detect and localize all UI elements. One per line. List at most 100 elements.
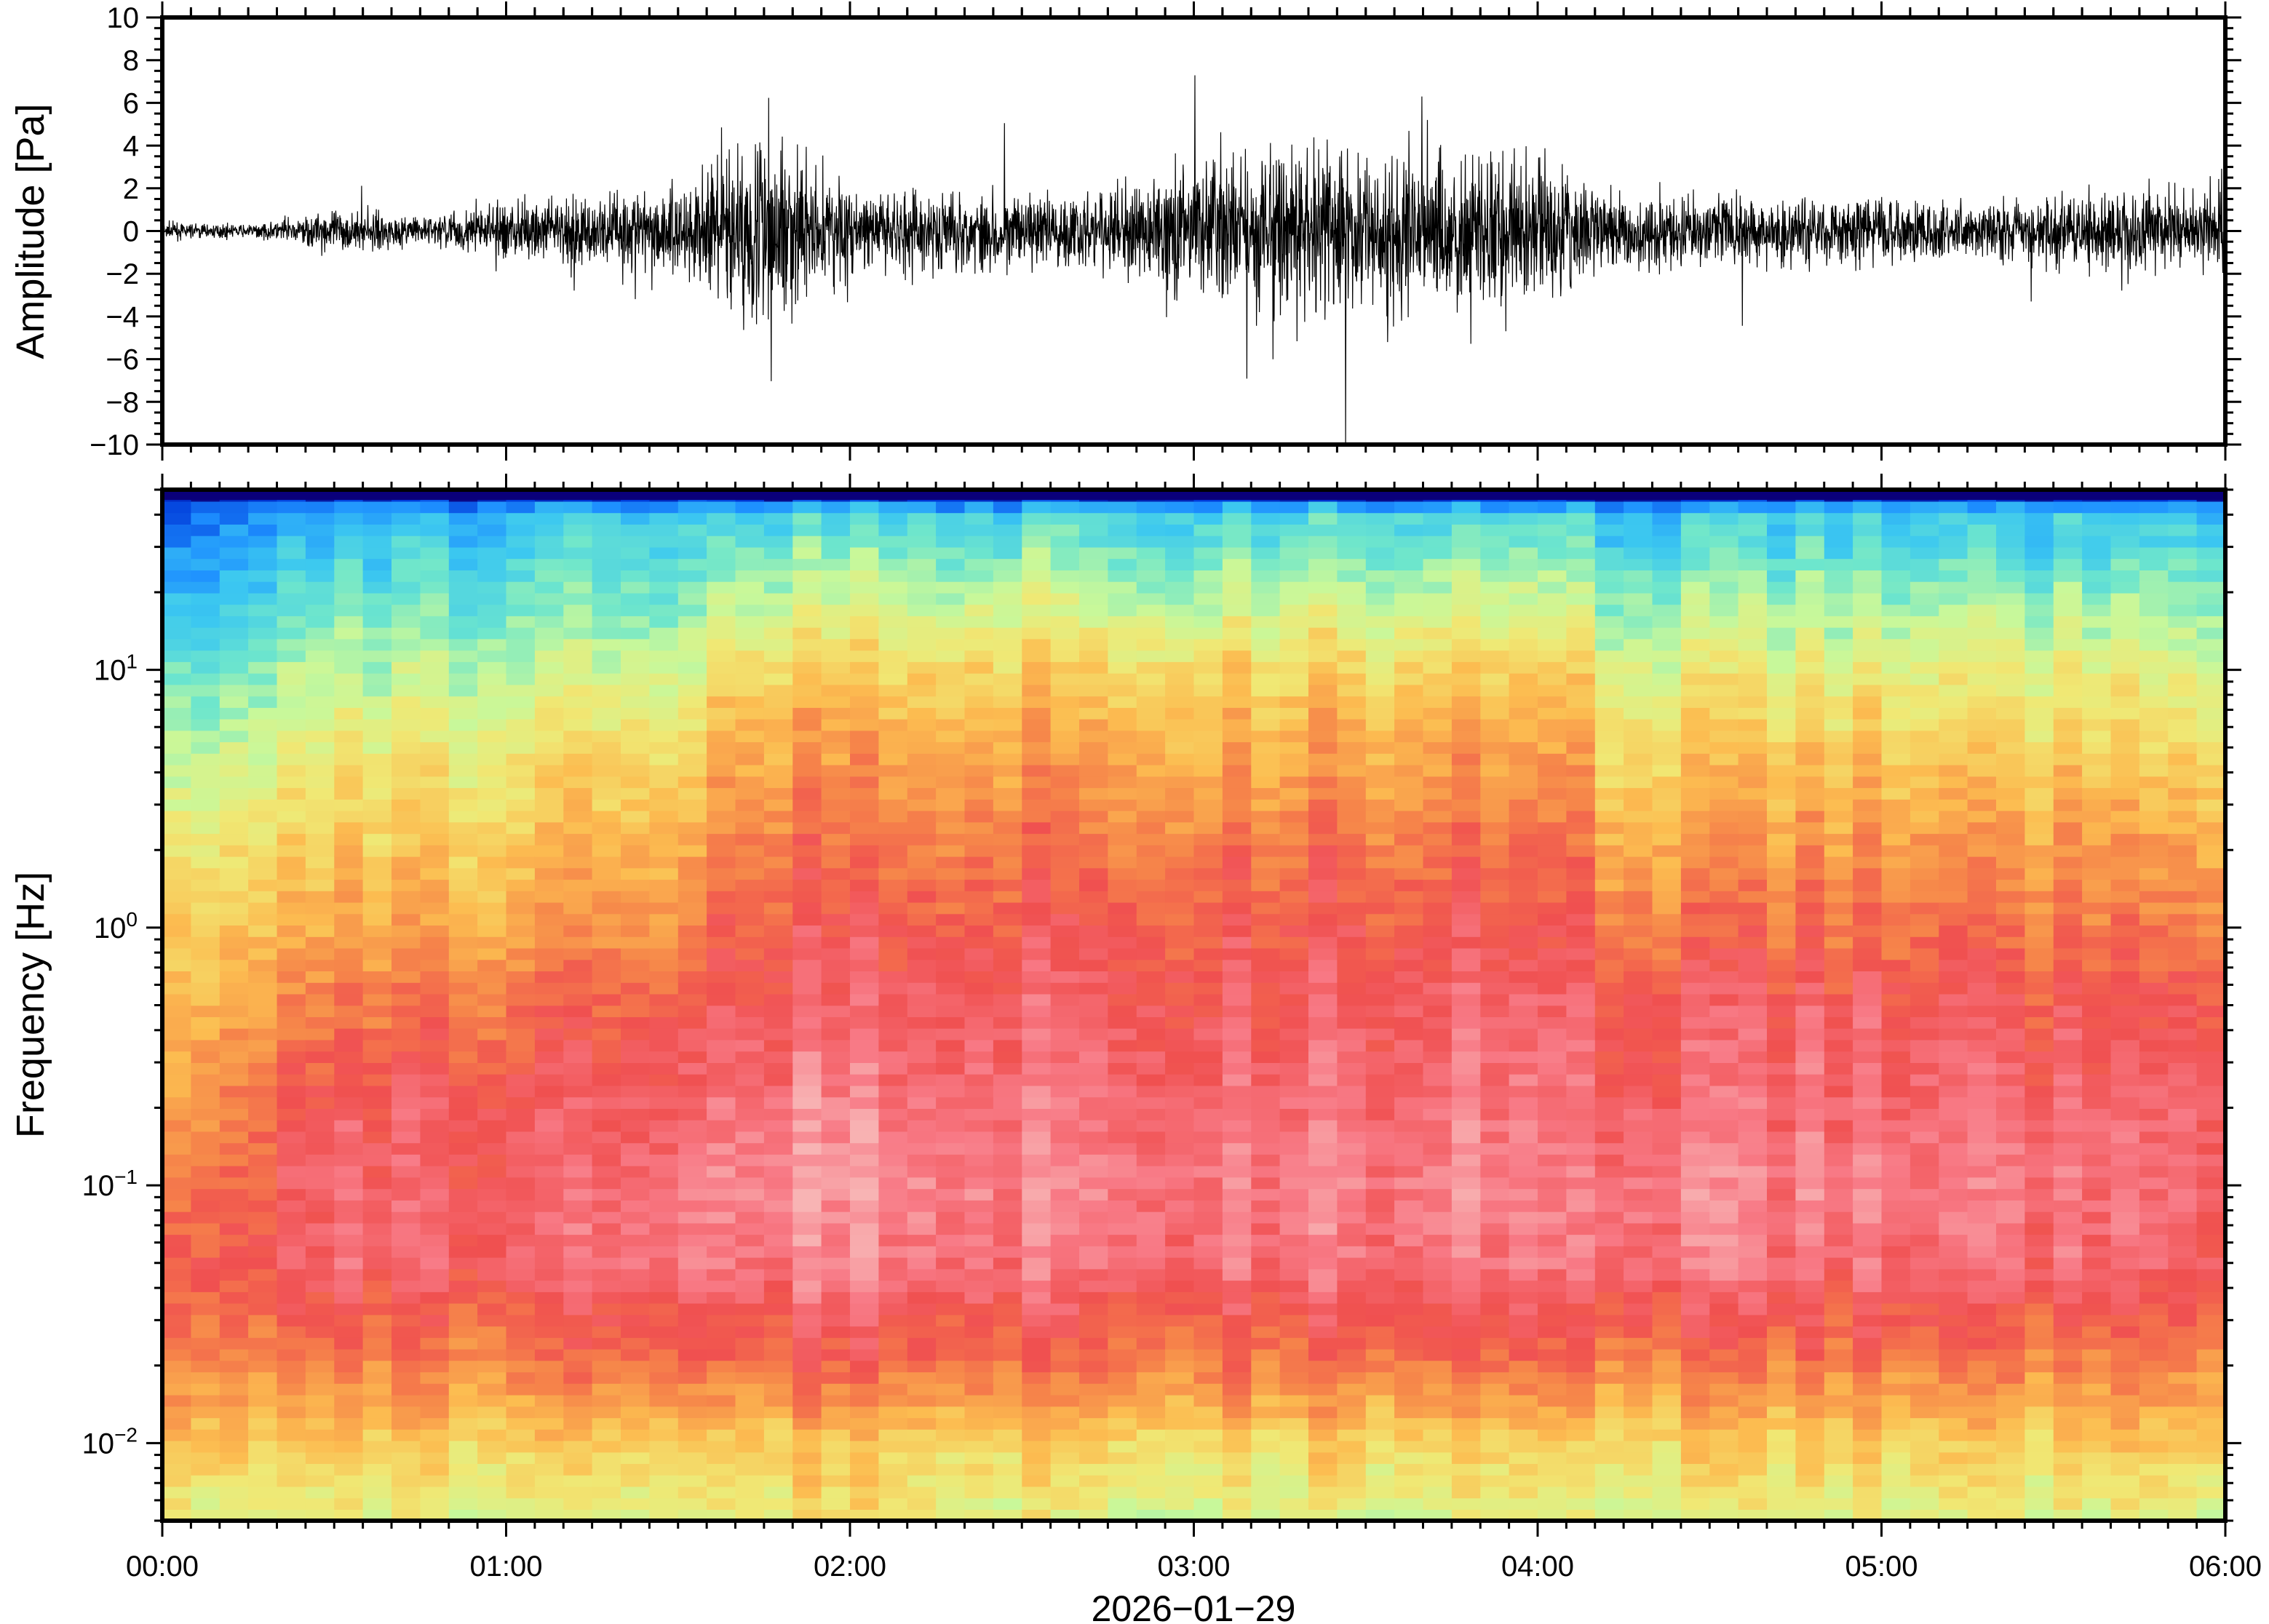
spectrogram-cell bbox=[1193, 1200, 1223, 1212]
spectrogram-cell bbox=[1652, 672, 1682, 685]
spectrogram-cell bbox=[821, 913, 851, 926]
spectrogram-cell bbox=[936, 1337, 966, 1350]
spectrogram-cell bbox=[850, 512, 880, 525]
spectrogram-cell bbox=[1222, 650, 1252, 662]
spectrogram-cell bbox=[1480, 845, 1510, 857]
spectrogram-cell bbox=[1079, 1360, 1109, 1373]
spectrogram-cell bbox=[392, 1394, 421, 1407]
spectrogram-cell bbox=[1079, 799, 1109, 811]
spectrogram-cell bbox=[1624, 696, 1653, 708]
spectrogram-cell bbox=[1538, 1486, 1567, 1499]
spectrogram-cell bbox=[305, 1028, 335, 1040]
spectrogram-cell bbox=[1136, 1005, 1166, 1017]
spectrogram-cell bbox=[534, 776, 565, 789]
spectrogram-cell bbox=[420, 730, 450, 743]
spectrogram-cell bbox=[1165, 1108, 1195, 1121]
spectrogram-cell bbox=[1365, 592, 1395, 605]
spectrogram-cell bbox=[592, 1246, 621, 1258]
spectrogram-cell bbox=[763, 1062, 794, 1075]
spectrogram-cell bbox=[621, 1268, 651, 1281]
spectrogram-cell bbox=[191, 821, 220, 835]
spectrogram-cell bbox=[592, 1406, 621, 1419]
spectrogram-cell bbox=[506, 501, 536, 514]
spectrogram-cell bbox=[362, 925, 392, 937]
spectrogram-cell bbox=[1193, 1509, 1223, 1521]
spectrogram-cell bbox=[1423, 1440, 1453, 1453]
spectrogram-cell bbox=[792, 1486, 822, 1499]
spectrogram-cell bbox=[1022, 1062, 1052, 1075]
spectrogram-cell bbox=[534, 592, 565, 605]
spectrogram-cell bbox=[1709, 1314, 1739, 1327]
spectrogram-cell bbox=[936, 982, 966, 995]
spectrogram-cell bbox=[362, 1165, 392, 1178]
spectrogram-cell bbox=[821, 1497, 851, 1510]
spectrogram-cell bbox=[1279, 1085, 1309, 1098]
spectrogram-cell bbox=[1279, 753, 1309, 765]
spectrogram-cell bbox=[162, 1348, 192, 1361]
spectrogram-cell bbox=[821, 1417, 851, 1430]
spectrogram-cell bbox=[1165, 696, 1195, 708]
spectrogram-cell bbox=[392, 891, 421, 903]
spectrogram-cell bbox=[1624, 845, 1653, 857]
spectrogram-cell bbox=[621, 696, 651, 708]
spectrogram-cell bbox=[1165, 1234, 1195, 1246]
spectrogram-cell bbox=[993, 1475, 1023, 1487]
spectrogram-cell bbox=[191, 1108, 220, 1121]
spectrogram-cell bbox=[277, 581, 306, 594]
spectrogram-cell bbox=[1165, 764, 1195, 777]
spectrogram-cell bbox=[1538, 764, 1567, 777]
spectrogram-cell bbox=[1709, 1417, 1739, 1430]
spectrogram-cell bbox=[821, 1486, 851, 1499]
spectrogram-cell bbox=[907, 1302, 937, 1315]
spectrogram-cell bbox=[964, 1475, 994, 1487]
spectrogram-cell bbox=[1222, 1051, 1252, 1063]
spectrogram-cell bbox=[964, 1429, 994, 1441]
spectrogram-cell bbox=[1738, 1257, 1768, 1270]
spectrogram-cell bbox=[1165, 1497, 1195, 1510]
spectrogram-cell bbox=[1193, 1440, 1223, 1453]
spectrogram-cell bbox=[1423, 913, 1453, 926]
spectrogram-cell bbox=[420, 867, 450, 880]
spectrogram-cell bbox=[592, 833, 621, 845]
spectrogram-cell bbox=[850, 1246, 880, 1258]
spectrogram-cell bbox=[649, 1165, 679, 1178]
spectrogram-cell bbox=[1079, 1326, 1109, 1338]
spectrogram-cell bbox=[1079, 764, 1109, 777]
spectrogram-cell bbox=[1652, 501, 1682, 514]
spectrogram-cell bbox=[592, 1131, 621, 1144]
spectrogram-cell bbox=[1165, 971, 1195, 983]
spectrogram-cell bbox=[191, 856, 220, 869]
spectrogram-cell bbox=[506, 741, 536, 754]
spectrogram-cell bbox=[1423, 1383, 1453, 1396]
spectrogram-cell bbox=[1624, 1142, 1653, 1155]
spectrogram-cell bbox=[477, 661, 507, 674]
spectrogram-cell bbox=[1680, 1188, 1711, 1201]
spectrogram-cell bbox=[477, 993, 507, 1006]
spectrogram-cell bbox=[277, 1165, 306, 1178]
spectrogram-cell bbox=[1594, 546, 1624, 560]
spectrogram-cell bbox=[1308, 1154, 1338, 1166]
spectrogram-cell bbox=[707, 1165, 736, 1178]
spectrogram-cell bbox=[1022, 1429, 1052, 1441]
spectrogram-cell bbox=[1594, 536, 1624, 548]
spectrogram-cell bbox=[1308, 1291, 1338, 1304]
spectrogram-cell bbox=[191, 901, 220, 915]
spectrogram-cell bbox=[1509, 833, 1538, 845]
spectrogram-cell bbox=[1709, 1463, 1739, 1476]
spectrogram-cell bbox=[1680, 1039, 1711, 1052]
spectrogram-cell bbox=[563, 707, 593, 720]
spectrogram-cell bbox=[1451, 1246, 1482, 1258]
spectrogram-cell bbox=[162, 1096, 192, 1109]
spectrogram-cell bbox=[993, 1108, 1023, 1121]
spectrogram-cell bbox=[1509, 891, 1538, 903]
spectrogram-cell bbox=[821, 833, 851, 845]
spectrogram-cell bbox=[677, 718, 707, 731]
spectrogram-cell bbox=[707, 891, 736, 903]
spectrogram-cell bbox=[477, 501, 507, 514]
spectrogram-cell bbox=[1136, 616, 1166, 628]
spectrogram-cell bbox=[1222, 1028, 1252, 1040]
spectrogram-cell bbox=[477, 1222, 507, 1235]
spectrogram-cell bbox=[907, 730, 937, 743]
spectrogram-cell bbox=[392, 901, 421, 915]
spectrogram-cell bbox=[1566, 1360, 1596, 1373]
